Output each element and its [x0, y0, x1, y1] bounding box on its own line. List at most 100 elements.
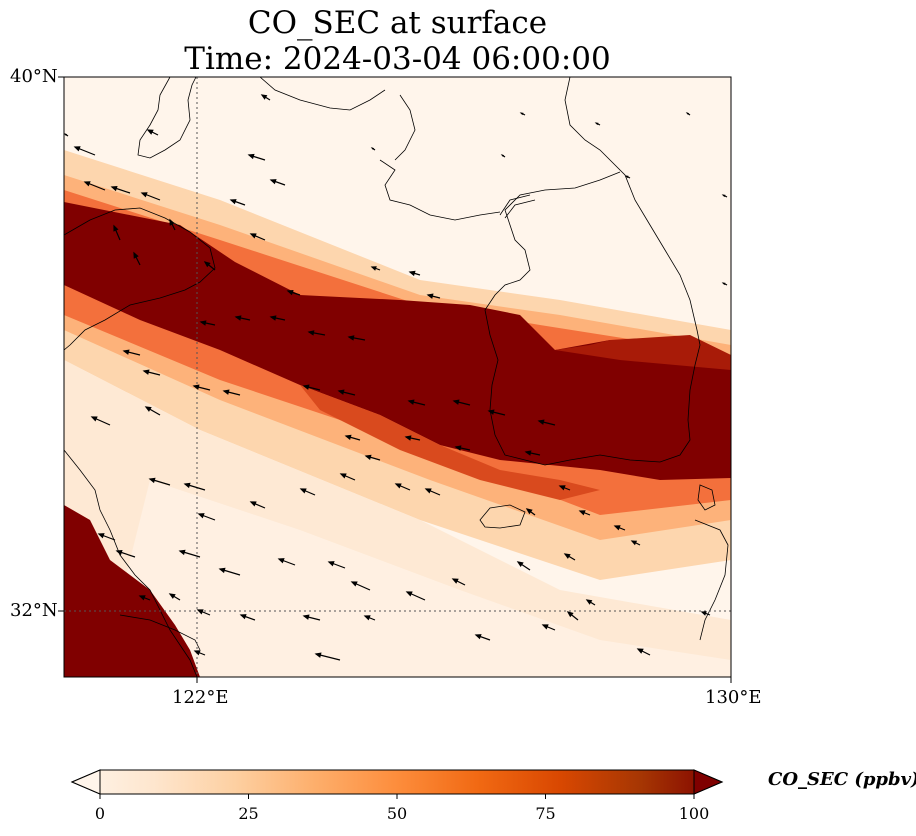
wind-arrow	[307, 330, 326, 336]
wind-arrow	[454, 445, 471, 451]
colorbar-label-75: 75	[535, 804, 556, 823]
colorbar-label-0: 0	[94, 804, 106, 823]
wind-arrow	[203, 261, 216, 271]
wind-arrow	[192, 384, 211, 391]
wind-arrow	[314, 652, 341, 661]
wind-arrow	[700, 611, 711, 616]
wind-arrow	[196, 609, 211, 616]
wind-arrow	[269, 179, 286, 186]
colorbar-extend-high	[693, 769, 724, 795]
wind-arrow	[370, 147, 376, 151]
wind-arrow	[249, 501, 266, 509]
wind-arrow	[138, 595, 151, 601]
wind-arrow	[142, 369, 161, 376]
wind-arrow	[97, 533, 116, 541]
wind-arrow	[524, 450, 541, 456]
lat-label-32n: 32°N	[10, 600, 58, 621]
wind-arrow	[363, 615, 376, 621]
wind-arrow	[424, 488, 441, 496]
wind-arrow	[426, 293, 441, 299]
wind-arrow	[239, 614, 256, 621]
wind-arrow	[113, 224, 121, 241]
map-frame	[63, 76, 732, 678]
map-title-line2: Time: 2024-03-04 06:00:00	[184, 41, 611, 77]
colorbar-bar	[70, 769, 724, 795]
wind-arrow	[337, 389, 356, 396]
wind-arrow	[452, 399, 471, 406]
wind-arrow	[636, 648, 651, 656]
wind-arrow	[197, 513, 216, 521]
wind-arrow	[578, 510, 591, 516]
map-title-line1: CO_SEC at surface	[247, 5, 548, 41]
wind-arrow	[685, 112, 691, 116]
wind-arrow	[394, 483, 411, 491]
wind-arrow	[110, 185, 131, 194]
wind-arrow	[122, 349, 141, 356]
wind-arrow	[73, 146, 96, 156]
wind-arrow	[249, 233, 266, 241]
wind-arrow	[613, 525, 626, 531]
wind-arrow	[370, 266, 381, 271]
wind-arrow	[299, 488, 316, 496]
wind-arrow	[630, 540, 641, 546]
wind-arrow	[566, 611, 579, 621]
wind-arrow	[218, 567, 241, 576]
wind-arrow	[405, 591, 426, 601]
wind-arrow	[408, 270, 421, 277]
wind-arrow	[516, 561, 531, 571]
wind-arrow	[183, 482, 206, 491]
wind-arrow	[234, 315, 251, 321]
wind-arrow	[146, 129, 159, 136]
wind-arrow	[133, 251, 141, 266]
wind-arrow	[519, 112, 526, 116]
colorbar	[70, 769, 724, 799]
colorbar-title: CO_SEC (ppbv)	[768, 769, 916, 790]
wind-vectors	[64, 94, 728, 661]
wind-arrow	[451, 578, 466, 586]
wind-arrow	[178, 549, 201, 558]
wind-arrow	[327, 561, 346, 569]
wind-arrow	[168, 593, 181, 601]
colorbar-label-50: 50	[386, 804, 408, 823]
wind-arrow	[286, 289, 301, 296]
wind-arrow	[364, 454, 381, 461]
wind-arrow	[302, 614, 321, 621]
wind-arrow	[247, 153, 266, 161]
wind-arrow	[407, 399, 426, 406]
wind-arrow	[148, 477, 171, 486]
wind-arrow	[140, 192, 161, 201]
wind-arrow	[563, 553, 576, 561]
wind-arrow	[229, 199, 246, 206]
wind-arrow	[83, 181, 106, 191]
colorbar-extend-low	[70, 769, 101, 795]
colorbar-label-100: 100	[678, 804, 710, 823]
wind-arrow	[721, 194, 728, 198]
wind-arrow	[339, 473, 356, 481]
concentration-field	[64, 77, 731, 677]
wind-arrow	[350, 581, 371, 591]
lon-label-122e: 122°E	[172, 687, 229, 708]
wind-arrow	[193, 650, 206, 656]
wind-arrow	[537, 419, 556, 426]
wind-arrow	[115, 549, 136, 558]
wind-arrow	[90, 416, 111, 426]
wind-arrow	[64, 133, 69, 137]
lat-label-40n: 40°N	[10, 66, 58, 87]
wind-arrow	[474, 634, 491, 641]
wind-arrow	[500, 154, 506, 158]
wind-arrow	[222, 389, 241, 396]
wind-arrow	[277, 558, 296, 566]
wind-arrow	[624, 175, 631, 179]
wind-arrow	[404, 435, 421, 441]
wind-arrow	[585, 599, 596, 606]
wind-arrow	[541, 624, 556, 631]
wind-arrow	[260, 94, 271, 101]
colorbar-label-25: 25	[238, 804, 259, 823]
wind-arrow	[347, 335, 366, 341]
wind-arrow	[594, 122, 601, 126]
wind-arrow	[487, 409, 506, 416]
wind-arrow	[144, 406, 161, 416]
wind-arrow	[558, 485, 571, 491]
wind-arrow	[269, 315, 286, 321]
